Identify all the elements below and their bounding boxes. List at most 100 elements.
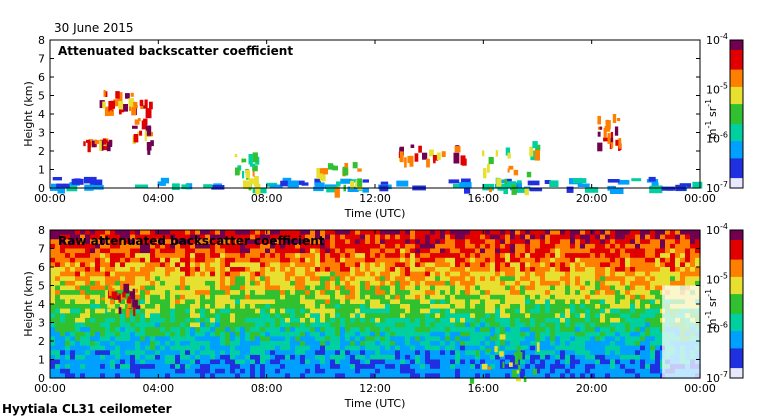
heatmap-cell xyxy=(210,285,216,291)
heatmap-cell xyxy=(520,294,526,300)
heatmap-cell xyxy=(680,271,686,277)
heatmap-cell xyxy=(615,243,621,250)
heatmap-cell xyxy=(125,341,131,347)
heatmap-cell xyxy=(200,234,206,240)
heatmap-cell xyxy=(480,248,486,254)
heatmap-cell xyxy=(315,294,321,300)
heatmap-cell xyxy=(205,336,211,342)
heatmap-cell xyxy=(270,262,276,268)
heatmap-cell xyxy=(395,322,401,328)
colorbar-cell xyxy=(730,99,743,103)
heatmap-cell xyxy=(510,239,516,245)
heatmap-cell xyxy=(185,359,191,365)
heatmap-cell xyxy=(65,257,71,263)
heatmap-cell xyxy=(560,243,566,250)
heatmap-cell xyxy=(385,280,391,287)
heatmap-cell xyxy=(115,308,121,314)
heatmap-cell xyxy=(415,313,421,319)
heatmap-cell xyxy=(70,345,76,351)
heatmap-cell xyxy=(290,359,296,365)
colorbar-cell xyxy=(730,74,743,78)
heatmap-cell xyxy=(485,253,491,259)
colorbar-cell xyxy=(730,264,743,268)
heatmap-cell xyxy=(335,304,341,310)
heatmap-cell xyxy=(135,288,138,293)
heatmap-cell xyxy=(520,327,526,333)
heatmap-cell xyxy=(660,280,666,287)
heatmap-cell xyxy=(430,359,436,365)
heatmap-cell xyxy=(80,345,86,351)
heatmap-cell xyxy=(145,262,151,268)
heatmap-cell xyxy=(315,299,321,305)
heatmap-cell xyxy=(470,285,476,291)
heatmap-cell xyxy=(410,280,416,287)
heatmap-cell xyxy=(270,271,276,277)
heatmap-cell xyxy=(175,327,181,333)
heatmap-cell xyxy=(120,336,126,342)
heatmap-cell xyxy=(595,331,601,337)
heatmap-cell xyxy=(530,294,536,300)
heatmap-cell xyxy=(340,271,346,277)
colorbar-cell xyxy=(730,291,743,295)
heatmap-cell xyxy=(130,243,136,250)
heatmap-cell xyxy=(155,359,161,365)
heatmap-cell xyxy=(115,350,121,356)
heatmap-cell xyxy=(340,336,346,342)
heatmap-cell xyxy=(465,341,471,347)
heatmap-cell xyxy=(490,262,496,268)
colorbar-cell xyxy=(730,242,743,246)
heatmap-cell xyxy=(415,280,421,287)
heatmap-cell xyxy=(610,294,616,300)
heatmap-cell xyxy=(130,345,136,351)
heatmap-cell xyxy=(640,354,646,361)
heatmap-cell xyxy=(50,262,56,268)
heatmap-cell xyxy=(50,341,56,347)
heatmap-cell xyxy=(355,341,361,347)
heatmap-cell xyxy=(540,257,546,263)
heatmap-cell xyxy=(440,354,446,361)
heatmap-cell xyxy=(405,239,411,245)
heatmap-cell xyxy=(655,350,661,356)
heatmap-cell xyxy=(95,336,101,342)
heatmap-cell xyxy=(455,341,461,347)
heatmap-cell xyxy=(270,350,276,356)
colorbar-cell xyxy=(730,170,743,174)
heatmap-cell xyxy=(620,276,626,282)
heatmap-cell xyxy=(145,125,152,136)
date-label: 30 June 2015 xyxy=(54,21,134,35)
heatmap-cell xyxy=(280,345,286,351)
heatmap-cell xyxy=(185,354,191,361)
heatmap-cell xyxy=(435,271,441,277)
heatmap-cell xyxy=(85,308,91,314)
heatmap-cell xyxy=(95,341,101,347)
heatmap-cell xyxy=(590,313,596,319)
heatmap-cell xyxy=(485,364,491,370)
heatmap-cell xyxy=(610,331,616,337)
heatmap-cell xyxy=(595,271,601,277)
heatmap-cell xyxy=(240,327,246,333)
heatmap-cell xyxy=(365,373,371,379)
heatmap-cell xyxy=(95,308,101,314)
heatmap-cell xyxy=(345,341,351,347)
heatmap-cell xyxy=(615,253,621,259)
heatmap-cell xyxy=(625,234,631,240)
heatmap-cell xyxy=(135,234,141,240)
heatmap-cell xyxy=(395,331,401,337)
heatmap-cell xyxy=(630,341,636,347)
heatmap-cell xyxy=(485,262,491,268)
heatmap-cell xyxy=(320,280,326,287)
heatmap-cell xyxy=(140,345,146,351)
heatmap-cell xyxy=(370,271,376,277)
heatmap-cell xyxy=(435,373,441,379)
heatmap-cell xyxy=(385,327,391,333)
heatmap-cell xyxy=(100,285,106,291)
heatmap-cell xyxy=(90,373,96,379)
heatmap-cell xyxy=(320,345,326,351)
heatmap-cell xyxy=(630,354,636,361)
heatmap-cell xyxy=(625,290,631,296)
heatmap-cell xyxy=(590,368,596,374)
heatmap-cell xyxy=(170,304,176,310)
heatmap-cell xyxy=(590,317,596,324)
heatmap-cell xyxy=(495,248,501,254)
heatmap-cell xyxy=(215,280,221,287)
